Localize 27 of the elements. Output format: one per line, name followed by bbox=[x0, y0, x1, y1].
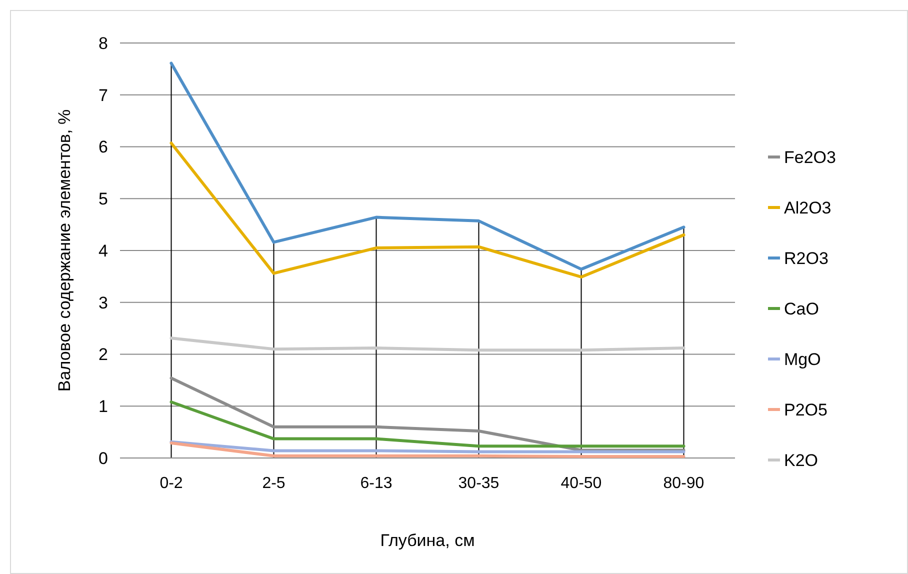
y-tick-label: 5 bbox=[98, 190, 108, 209]
y-tick-label: 1 bbox=[98, 397, 108, 416]
legend-label: Al2O3 bbox=[784, 198, 832, 218]
legend-label: K2O bbox=[784, 450, 818, 470]
y-tick-label: 0 bbox=[98, 448, 108, 468]
y-axis-title: Валовое содержание элементов, % bbox=[55, 109, 74, 392]
x-tick-label: 80-90 bbox=[663, 475, 704, 492]
y-tick-label: 8 bbox=[98, 34, 108, 53]
y-tick-label: 7 bbox=[98, 86, 108, 105]
x-axis-title: Глубина, см bbox=[380, 531, 475, 550]
x-tick-label: 2-5 bbox=[262, 475, 286, 492]
line-series bbox=[170, 62, 686, 271]
line-series bbox=[170, 336, 686, 352]
x-tick-label: 40-50 bbox=[560, 475, 602, 492]
y-tick-label: 4 bbox=[98, 241, 108, 260]
x-tick-label: 30-35 bbox=[458, 475, 500, 492]
x-tick-label: 0-2 bbox=[160, 475, 183, 492]
y-tick-label: 3 bbox=[98, 293, 108, 312]
legend-label: Fe2O3 bbox=[784, 148, 836, 167]
legend-label: CaO bbox=[784, 299, 819, 318]
y-tick-label: 6 bbox=[98, 138, 108, 157]
line-series bbox=[170, 142, 686, 278]
legend-label: P2O5 bbox=[784, 400, 828, 420]
legend-label: MgO bbox=[784, 350, 821, 369]
x-tick-label: 6-13 bbox=[360, 475, 392, 492]
legend-label: R2O3 bbox=[784, 248, 828, 268]
y-tick-label: 2 bbox=[98, 345, 108, 364]
